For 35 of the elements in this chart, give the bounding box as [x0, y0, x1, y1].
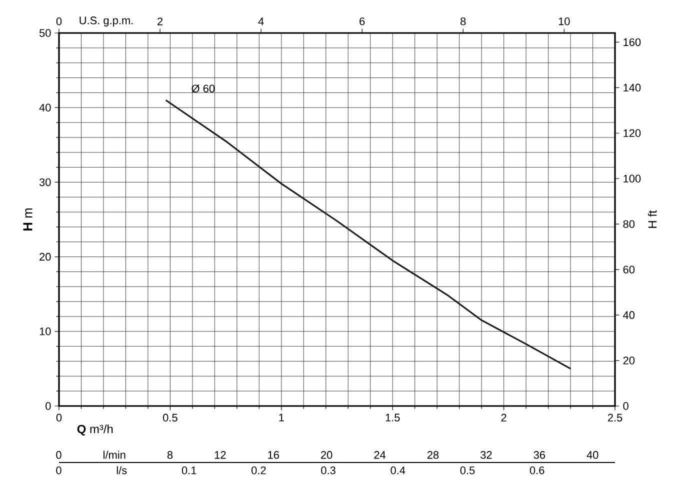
- x2-tick-label: 0: [56, 17, 62, 26]
- series-label: Ø 60: [192, 84, 215, 93]
- x-tick-label: 1: [279, 414, 284, 422]
- y2-tick-label: 160: [624, 38, 641, 46]
- y2-tick-label: 100: [624, 174, 641, 182]
- y2-tick-label: 120: [624, 129, 641, 138]
- x2-axis-title: U.S. g.p.m.: [80, 16, 133, 26]
- y2-axis-title: H ft: [648, 210, 657, 228]
- x-tick-label: 0: [56, 414, 62, 422]
- y2-tick-label: 40: [623, 311, 635, 319]
- y2-tick-label: 60: [623, 266, 635, 274]
- y-tick-label: 0: [46, 402, 51, 410]
- y2-tick-label: 80: [623, 220, 635, 228]
- y-tick-label: 50: [39, 29, 51, 37]
- x-axis-title: Q m³/h: [77, 424, 113, 436]
- text: 0 l/min 8 12 16 20 24 28 32 36 40: [56, 450, 598, 459]
- y-tick-label: 40: [39, 104, 51, 112]
- y2-tick-label: 20: [623, 356, 635, 364]
- y-tick-label: 20: [40, 252, 51, 261]
- y2-tick-label: 140: [624, 84, 641, 92]
- y2-tick-label: 0: [623, 402, 628, 410]
- x2-tick-label: 2: [158, 18, 163, 26]
- x-tick-label: 2.5: [608, 414, 622, 422]
- x-tick-label: 0.5: [163, 414, 178, 422]
- x2-tick-label: 8: [460, 17, 466, 26]
- x-tick-label: 1.5: [386, 414, 400, 422]
- y-axis-title: H m: [23, 208, 32, 231]
- y-tick-label: 30: [39, 178, 51, 186]
- x2-tick-label: 6: [360, 17, 365, 26]
- x2-tick-label: 10: [558, 17, 570, 26]
- line-series: [164, 99, 572, 370]
- x-tick-label: 2: [501, 414, 506, 422]
- text: 0 l/s 0.1 0.2 0.3 0.4 0.5 0.6: [56, 466, 544, 474]
- y-tick-label: 10: [40, 328, 51, 336]
- x2-tick-label: 4: [258, 18, 264, 26]
